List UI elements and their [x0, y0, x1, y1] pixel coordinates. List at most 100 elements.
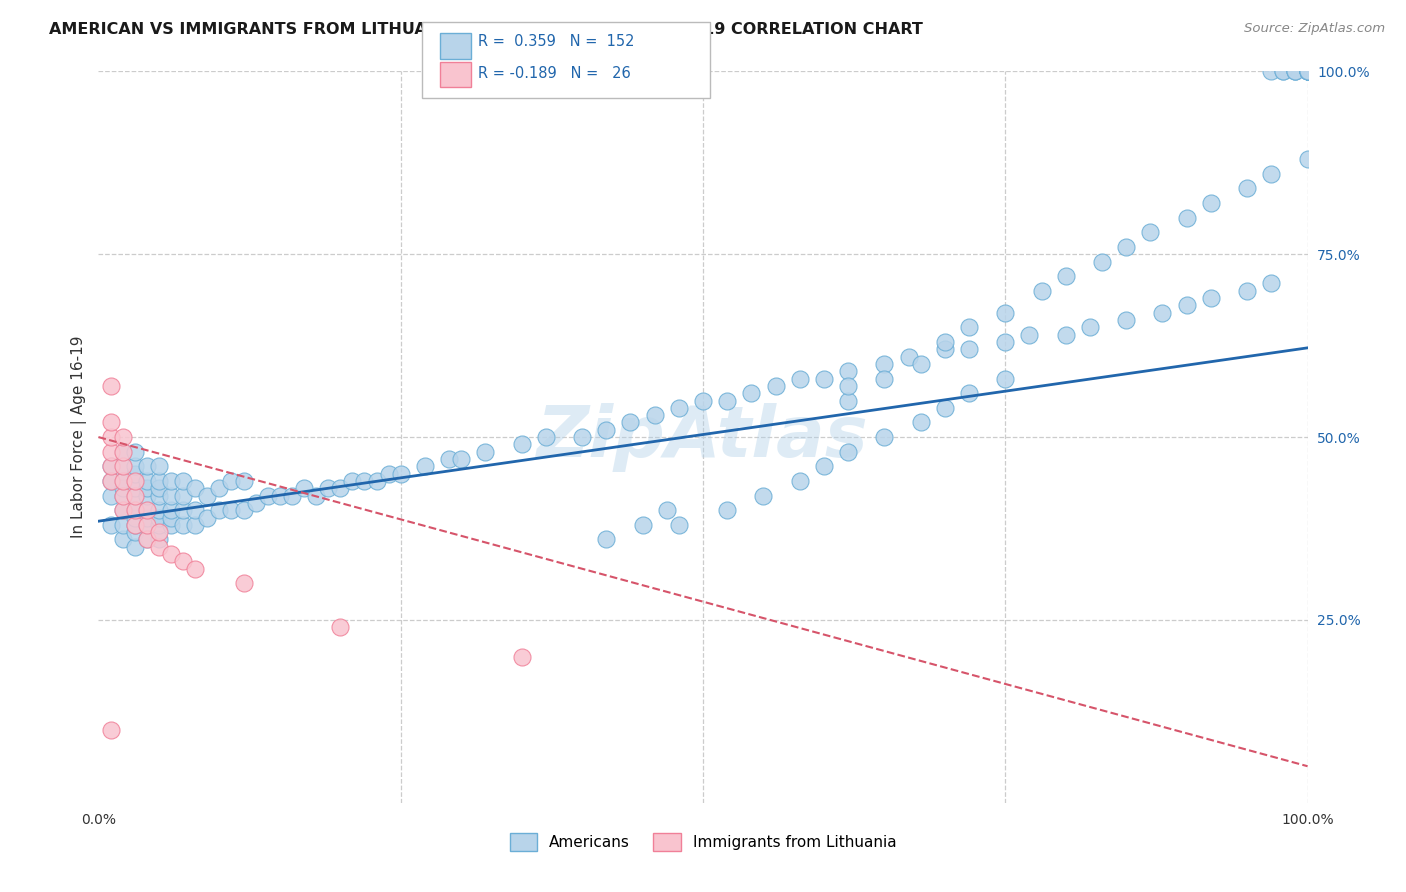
Point [1091, 254, 1114, 268]
Point [994, 306, 1017, 320]
Point [329, 481, 352, 495]
Point [124, 474, 146, 488]
Point [1296, 64, 1319, 78]
Point [366, 474, 388, 488]
Y-axis label: In Labor Force | Age 16-19: In Labor Force | Age 16-19 [72, 335, 87, 539]
Point [994, 334, 1017, 349]
Point [100, 474, 122, 488]
Point [160, 517, 183, 532]
Point [873, 430, 896, 444]
Point [124, 489, 146, 503]
Text: ZipAtlas: ZipAtlas [537, 402, 869, 472]
Text: R =  0.359   N =  152: R = 0.359 N = 152 [478, 34, 634, 49]
Point [837, 379, 859, 393]
Point [111, 533, 134, 547]
Point [124, 444, 146, 458]
Point [160, 510, 183, 524]
Point [232, 576, 254, 591]
Point [172, 474, 194, 488]
Point [111, 489, 134, 503]
Point [124, 489, 146, 503]
Point [1296, 64, 1319, 78]
Point [160, 547, 183, 561]
Point [377, 467, 399, 481]
Point [184, 562, 207, 576]
Point [148, 517, 170, 532]
Point [148, 540, 170, 554]
Point [1296, 64, 1319, 78]
Point [111, 503, 134, 517]
Point [813, 371, 835, 385]
Point [873, 357, 896, 371]
Point [1115, 313, 1137, 327]
Point [837, 393, 859, 408]
Point [100, 517, 122, 532]
Point [135, 503, 157, 517]
Point [111, 517, 134, 532]
Point [195, 489, 218, 503]
Point [124, 503, 146, 517]
Point [957, 343, 980, 357]
Point [957, 320, 980, 334]
Point [124, 467, 146, 481]
Point [100, 379, 122, 393]
Point [957, 386, 980, 401]
Point [873, 371, 896, 385]
Point [208, 503, 231, 517]
Point [668, 517, 690, 532]
Point [837, 444, 859, 458]
Point [172, 489, 194, 503]
Point [1175, 298, 1198, 312]
Point [716, 393, 738, 408]
Point [111, 481, 134, 495]
Point [100, 444, 122, 458]
Point [100, 459, 122, 474]
Point [1260, 64, 1282, 78]
Point [232, 503, 254, 517]
Point [100, 489, 122, 503]
Point [135, 459, 157, 474]
Point [1152, 306, 1174, 320]
Point [752, 489, 775, 503]
Point [1139, 225, 1161, 239]
Point [837, 364, 859, 378]
Point [172, 503, 194, 517]
Text: R = -0.189   N =   26: R = -0.189 N = 26 [478, 66, 631, 81]
Point [910, 416, 932, 430]
Point [195, 510, 218, 524]
Point [232, 474, 254, 488]
Point [474, 444, 496, 458]
Point [135, 481, 157, 495]
Point [148, 510, 170, 524]
Point [510, 437, 533, 451]
Point [111, 444, 134, 458]
Point [135, 533, 157, 547]
Point [148, 489, 170, 503]
Point [124, 459, 146, 474]
Point [221, 474, 243, 488]
Point [124, 517, 146, 532]
Point [148, 503, 170, 517]
Point [148, 474, 170, 488]
Point [111, 489, 134, 503]
Point [534, 430, 557, 444]
Point [1260, 167, 1282, 181]
Point [342, 474, 364, 488]
Point [1272, 64, 1295, 78]
Point [184, 481, 207, 495]
Point [994, 371, 1017, 385]
Point [135, 489, 157, 503]
Point [124, 525, 146, 540]
Point [595, 533, 617, 547]
Point [1296, 64, 1319, 78]
Point [1284, 64, 1306, 78]
Point [100, 474, 122, 488]
Point [148, 459, 170, 474]
Point [437, 452, 460, 467]
Point [135, 503, 157, 517]
Point [184, 503, 207, 517]
Point [111, 444, 134, 458]
Point [910, 357, 932, 371]
Point [934, 334, 956, 349]
Point [208, 481, 231, 495]
